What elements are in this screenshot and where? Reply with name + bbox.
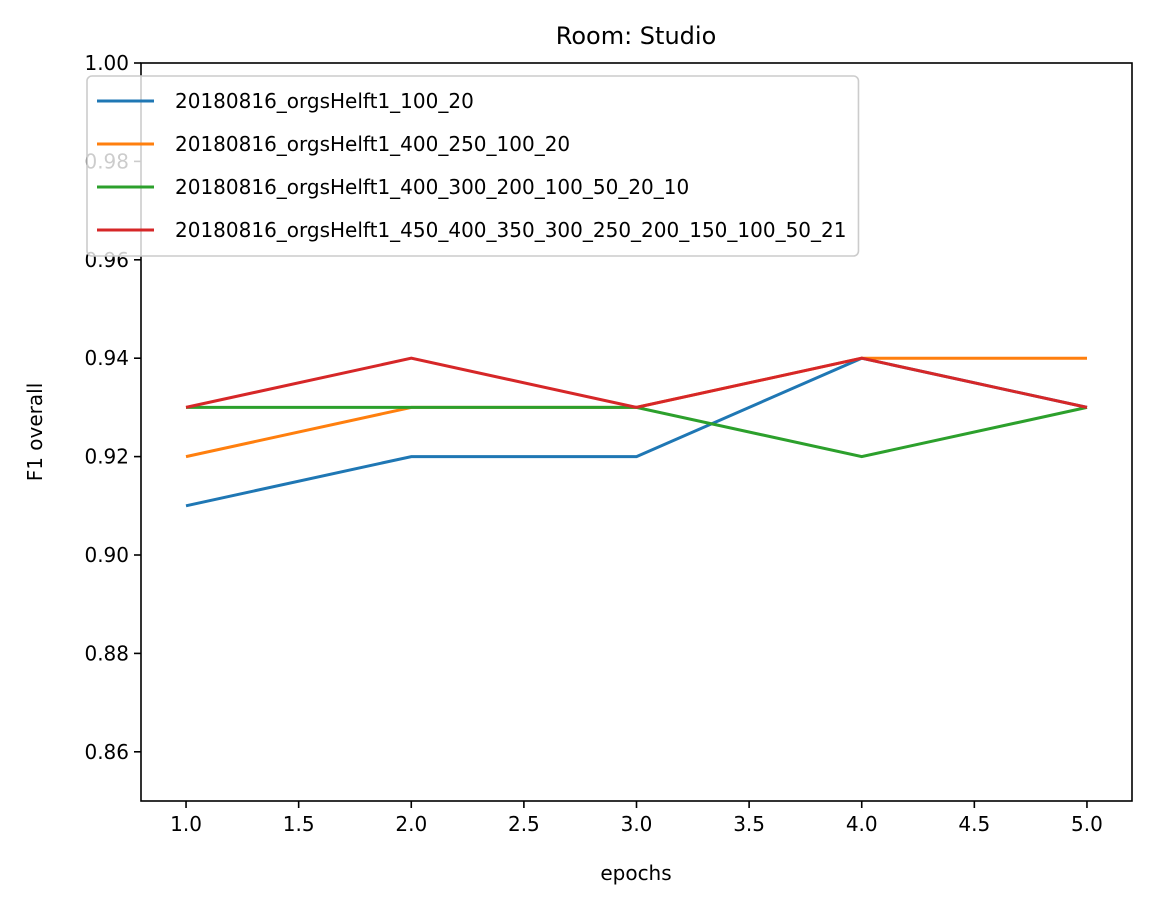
y-tick-label: 0.92 [84, 445, 129, 469]
x-tick-label: 2.0 [395, 812, 427, 836]
x-tick-label: 3.5 [733, 812, 765, 836]
x-tick-label: 1.0 [170, 812, 202, 836]
legend-box [86, 75, 860, 257]
x-axis-label: epochs [600, 861, 671, 885]
series-line-3 [186, 405, 1088, 459]
legend-entry: 20180816_orgsHelft1_400_300_200_100_50_2… [175, 175, 689, 199]
legend-entry: 20180816_orgsHelft1_100_20 [175, 89, 474, 113]
y-axis-label: F1 overall [23, 383, 47, 482]
x-tick-label: 1.5 [283, 812, 315, 836]
series-line-4 [185, 356, 1088, 409]
chart-title: Room: Studio [556, 22, 717, 50]
x-tick-label: 4.5 [958, 812, 990, 836]
x-axis: 1.0 1.5 2.0 2.5 3.0 3.5 4.0 4.5 5.0 [170, 801, 1103, 836]
legend-entry: 20180816_orgsHelft1_400_250_100_20 [175, 132, 570, 156]
x-tick-label: 4.0 [846, 812, 878, 836]
y-tick-label: 0.94 [84, 346, 129, 370]
legend: 20180816_orgsHelft1_100_20 20180816_orgsH… [86, 75, 860, 257]
y-tick-label: 0.90 [84, 543, 129, 567]
series-line-1 [185, 356, 1088, 508]
x-tick-label: 2.5 [508, 812, 540, 836]
y-tick-label: 0.88 [84, 641, 129, 665]
x-tick-label: 5.0 [1071, 812, 1103, 836]
y-tick-label: 1.00 [84, 51, 129, 75]
plot-lines [185, 356, 1088, 508]
legend-entry: 20180816_orgsHelft1_450_400_350_300_250_… [175, 218, 846, 242]
y-tick-label: 0.86 [84, 740, 129, 764]
x-tick-label: 3.0 [621, 812, 653, 836]
